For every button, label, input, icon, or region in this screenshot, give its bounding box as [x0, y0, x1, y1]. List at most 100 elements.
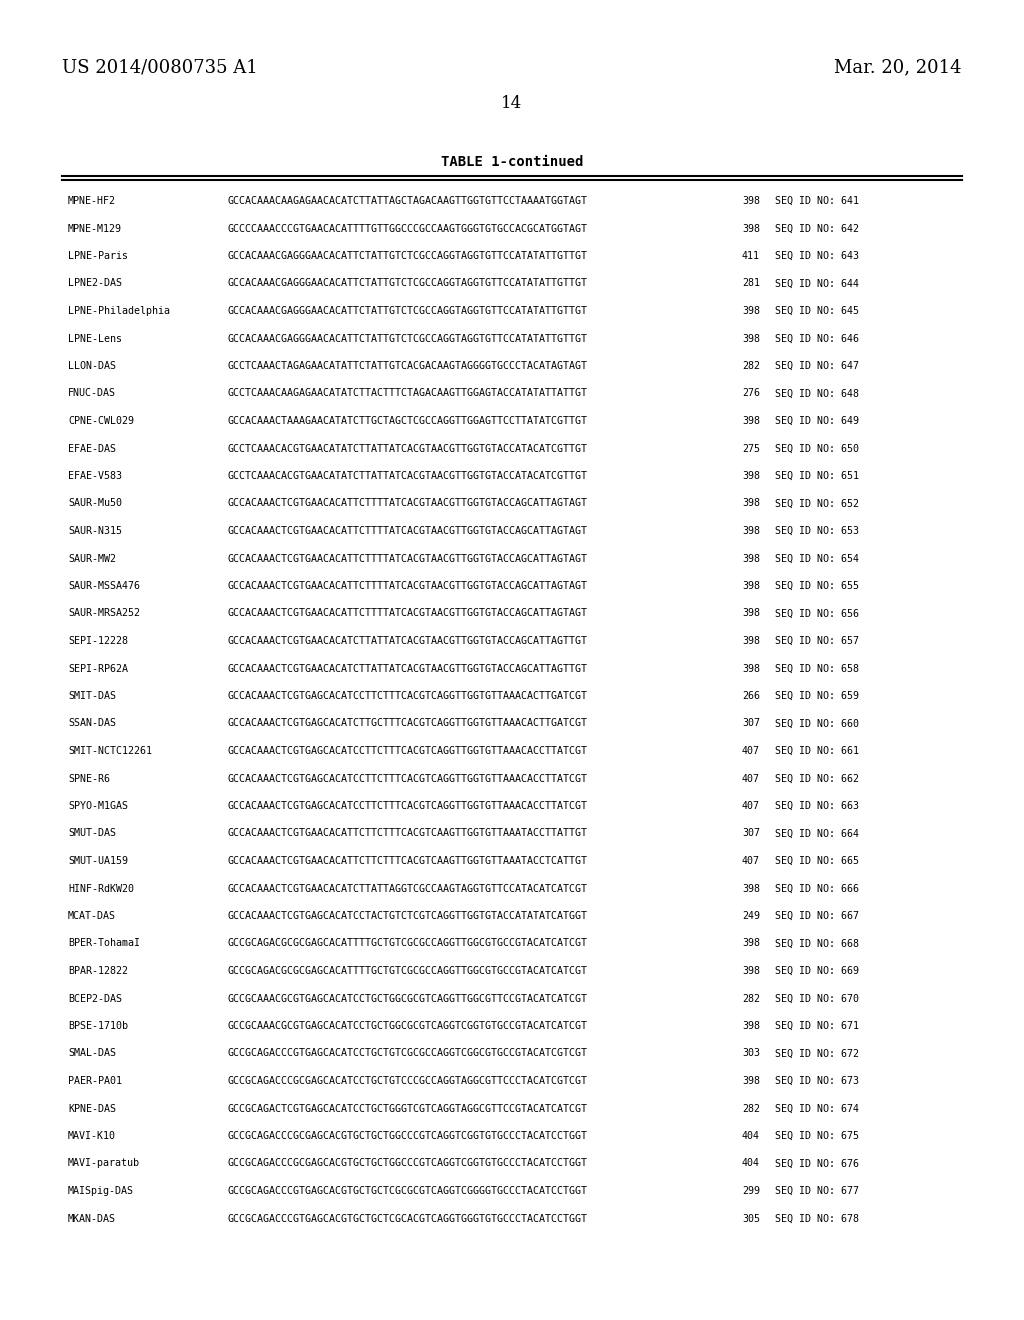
Text: SEQ ID NO: 659: SEQ ID NO: 659: [775, 690, 859, 701]
Text: LPNE-Lens: LPNE-Lens: [68, 334, 122, 343]
Text: GCCGCAGACCCGCGAGCACATCCTGCTGTCCCGCCAGGTAGGCGTTCCCTACATCGTCGT: GCCGCAGACCCGCGAGCACATCCTGCTGTCCCGCCAGGTA…: [228, 1076, 588, 1086]
Text: 307: 307: [742, 829, 760, 838]
Text: 398: 398: [742, 195, 760, 206]
Text: 398: 398: [742, 416, 760, 426]
Text: 404: 404: [742, 1159, 760, 1168]
Text: GCCACAAACTCGTGAACACATTCTTTTATCACGTAACGTTGGTGTACCAGCATTAGTAGT: GCCACAAACTCGTGAACACATTCTTTTATCACGTAACGTT…: [228, 499, 588, 508]
Text: GCCACAAACTCGTGAACACATTCTTTTATCACGTAACGTTGGTGTACCAGCATTAGTAGT: GCCACAAACTCGTGAACACATTCTTTTATCACGTAACGTT…: [228, 609, 588, 619]
Text: SAUR-MRSA252: SAUR-MRSA252: [68, 609, 140, 619]
Text: 398: 398: [742, 664, 760, 673]
Text: 305: 305: [742, 1213, 760, 1224]
Text: 398: 398: [742, 553, 760, 564]
Text: MPNE-HF2: MPNE-HF2: [68, 195, 116, 206]
Text: BPAR-12822: BPAR-12822: [68, 966, 128, 975]
Text: PAER-PA01: PAER-PA01: [68, 1076, 122, 1086]
Text: 249: 249: [742, 911, 760, 921]
Text: SEQ ID NO: 664: SEQ ID NO: 664: [775, 829, 859, 838]
Text: 281: 281: [742, 279, 760, 289]
Text: KPNE-DAS: KPNE-DAS: [68, 1104, 116, 1114]
Text: 307: 307: [742, 718, 760, 729]
Text: GCCTCAAACTAGAGAACATATTCTATTGTCACGACAAGTAGGGGTGCCCTACATAGTAGT: GCCTCAAACTAGAGAACATATTCTATTGTCACGACAAGTA…: [228, 360, 588, 371]
Text: GCCGCAGACCCGCGAGCACGTGCTGCTGGCCCGTCAGGTCGGTGTGCCCTACATCCTGGT: GCCGCAGACCCGCGAGCACGTGCTGCTGGCCCGTCAGGTC…: [228, 1159, 588, 1168]
Text: SEQ ID NO: 651: SEQ ID NO: 651: [775, 471, 859, 480]
Text: SEQ ID NO: 672: SEQ ID NO: 672: [775, 1048, 859, 1059]
Text: 398: 398: [742, 939, 760, 949]
Text: GCCACAAACGAGGGAACACATTCTATTGTCTCGCCAGGTAGGTGTTCCATATATTGTTGT: GCCACAAACGAGGGAACACATTCTATTGTCTCGCCAGGTA…: [228, 251, 588, 261]
Text: CPNE-CWL029: CPNE-CWL029: [68, 416, 134, 426]
Text: 275: 275: [742, 444, 760, 454]
Text: GCCACAAACTCGTGAGCACATCCTTCTTTCACGTCAGGTTGGTGTTAAACACTTGATCGT: GCCACAAACTCGTGAGCACATCCTTCTTTCACGTCAGGTT…: [228, 690, 588, 701]
Text: SEQ ID NO: 665: SEQ ID NO: 665: [775, 855, 859, 866]
Text: MPNE-M129: MPNE-M129: [68, 223, 122, 234]
Text: GCCACAAACTCGTGAGCACATCCTTCTTTCACGTCAGGTTGGTGTTAAACACCTTATCGT: GCCACAAACTCGTGAGCACATCCTTCTTTCACGTCAGGTT…: [228, 801, 588, 810]
Text: SEQ ID NO: 661: SEQ ID NO: 661: [775, 746, 859, 756]
Text: SPNE-R6: SPNE-R6: [68, 774, 110, 784]
Text: SSAN-DAS: SSAN-DAS: [68, 718, 116, 729]
Text: 398: 398: [742, 223, 760, 234]
Text: SEQ ID NO: 650: SEQ ID NO: 650: [775, 444, 859, 454]
Text: GCCACAAACTCGTGAACACATCTTATTATCACGTAACGTTGGTGTACCAGCATTAGTTGT: GCCACAAACTCGTGAACACATCTTATTATCACGTAACGTT…: [228, 636, 588, 645]
Text: BCEP2-DAS: BCEP2-DAS: [68, 994, 122, 1003]
Text: GCCTCAAACACGTGAACATATCTTATTATCACGTAACGTTGGTGTACCATACATCGTTGT: GCCTCAAACACGTGAACATATCTTATTATCACGTAACGTT…: [228, 471, 588, 480]
Text: SEQ ID NO: 666: SEQ ID NO: 666: [775, 883, 859, 894]
Text: 407: 407: [742, 855, 760, 866]
Text: GCCTCAAACACGTGAACATATCTTATTATCACGTAACGTTGGTGTACCATACATCGTTGT: GCCTCAAACACGTGAACATATCTTATTATCACGTAACGTT…: [228, 444, 588, 454]
Text: SMUT-UA159: SMUT-UA159: [68, 855, 128, 866]
Text: 398: 398: [742, 334, 760, 343]
Text: SEQ ID NO: 654: SEQ ID NO: 654: [775, 553, 859, 564]
Text: SEQ ID NO: 670: SEQ ID NO: 670: [775, 994, 859, 1003]
Text: 398: 398: [742, 609, 760, 619]
Text: GCCACAAACTCGTGAACACATTCTTTTATCACGTAACGTTGGTGTACCAGCATTAGTAGT: GCCACAAACTCGTGAACACATTCTTTTATCACGTAACGTT…: [228, 525, 588, 536]
Text: SEQ ID NO: 673: SEQ ID NO: 673: [775, 1076, 859, 1086]
Text: SAUR-N315: SAUR-N315: [68, 525, 122, 536]
Text: SEQ ID NO: 663: SEQ ID NO: 663: [775, 801, 859, 810]
Text: BPSE-1710b: BPSE-1710b: [68, 1020, 128, 1031]
Text: SEQ ID NO: 668: SEQ ID NO: 668: [775, 939, 859, 949]
Text: SEQ ID NO: 652: SEQ ID NO: 652: [775, 499, 859, 508]
Text: 407: 407: [742, 801, 760, 810]
Text: SEPI-12228: SEPI-12228: [68, 636, 128, 645]
Text: MAISpig-DAS: MAISpig-DAS: [68, 1185, 134, 1196]
Text: 398: 398: [742, 636, 760, 645]
Text: SEQ ID NO: 676: SEQ ID NO: 676: [775, 1159, 859, 1168]
Text: SEQ ID NO: 658: SEQ ID NO: 658: [775, 664, 859, 673]
Text: SEQ ID NO: 677: SEQ ID NO: 677: [775, 1185, 859, 1196]
Text: GCCACAAACTCGTGAGCACATCCTTCTTTCACGTCAGGTTGGTGTTAAACACCTTATCGT: GCCACAAACTCGTGAGCACATCCTTCTTTCACGTCAGGTT…: [228, 746, 588, 756]
Text: SEQ ID NO: 647: SEQ ID NO: 647: [775, 360, 859, 371]
Text: GCCACAAACTCGTGAACACATTCTTTTATCACGTAACGTTGGTGTACCAGCATTAGTAGT: GCCACAAACTCGTGAACACATTCTTTTATCACGTAACGTT…: [228, 581, 588, 591]
Text: 398: 398: [742, 883, 760, 894]
Text: GCCTCAAACAAGAGAACATATCTTACTTTCTAGACAAGTTGGAGTACCATATATTATTGT: GCCTCAAACAAGAGAACATATCTTACTTTCTAGACAAGTT…: [228, 388, 588, 399]
Text: SEQ ID NO: 653: SEQ ID NO: 653: [775, 525, 859, 536]
Text: GCCACAAACTCGTGAGCACATCCTTCTTTCACGTCAGGTTGGTGTTAAACACCTTATCGT: GCCACAAACTCGTGAGCACATCCTTCTTTCACGTCAGGTT…: [228, 774, 588, 784]
Text: SAUR-MSSA476: SAUR-MSSA476: [68, 581, 140, 591]
Text: 404: 404: [742, 1131, 760, 1140]
Text: GCCGCAAACGCGTGAGCACATCCTGCTGGCGCGTCAGGTTGGCGTTCCGTACATCATCGT: GCCGCAAACGCGTGAGCACATCCTGCTGGCGCGTCAGGTT…: [228, 994, 588, 1003]
Text: GCCACAAACAAGAGAACACATCTTATTAGCTAGACAAGTTGGTGTTCCTAAAATGGTAGT: GCCACAAACAAGAGAACACATCTTATTAGCTAGACAAGTT…: [228, 195, 588, 206]
Text: SEQ ID NO: 655: SEQ ID NO: 655: [775, 581, 859, 591]
Text: 266: 266: [742, 690, 760, 701]
Text: SEQ ID NO: 644: SEQ ID NO: 644: [775, 279, 859, 289]
Text: 407: 407: [742, 774, 760, 784]
Text: SEQ ID NO: 648: SEQ ID NO: 648: [775, 388, 859, 399]
Text: 398: 398: [742, 525, 760, 536]
Text: EFAE-DAS: EFAE-DAS: [68, 444, 116, 454]
Text: SEQ ID NO: 649: SEQ ID NO: 649: [775, 416, 859, 426]
Text: 14: 14: [502, 95, 522, 112]
Text: SEQ ID NO: 674: SEQ ID NO: 674: [775, 1104, 859, 1114]
Text: SMAL-DAS: SMAL-DAS: [68, 1048, 116, 1059]
Text: HINF-RdKW20: HINF-RdKW20: [68, 883, 134, 894]
Text: 282: 282: [742, 360, 760, 371]
Text: LLON-DAS: LLON-DAS: [68, 360, 116, 371]
Text: GCCACAAACTCGTGAACACATTCTTTTATCACGTAACGTTGGTGTACCAGCATTAGTAGT: GCCACAAACTCGTGAACACATTCTTTTATCACGTAACGTT…: [228, 553, 588, 564]
Text: SAUR-Mu50: SAUR-Mu50: [68, 499, 122, 508]
Text: GCCGCAGACCCGTGAGCACATCCTGCTGTCGCGCCAGGTCGGCGTGCCGTACATCGTCGT: GCCGCAGACCCGTGAGCACATCCTGCTGTCGCGCCAGGTC…: [228, 1048, 588, 1059]
Text: FNUC-DAS: FNUC-DAS: [68, 388, 116, 399]
Text: GCCACAAACTCGTGAACACATTCTTCTTTCACGTCAAGTTGGTGTTAAATACCTTATTGT: GCCACAAACTCGTGAACACATTCTTCTTTCACGTCAAGTT…: [228, 829, 588, 838]
Text: SEQ ID NO: 645: SEQ ID NO: 645: [775, 306, 859, 315]
Text: SMUT-DAS: SMUT-DAS: [68, 829, 116, 838]
Text: SEQ ID NO: 667: SEQ ID NO: 667: [775, 911, 859, 921]
Text: 398: 398: [742, 581, 760, 591]
Text: TABLE 1-continued: TABLE 1-continued: [440, 154, 584, 169]
Text: EFAE-V583: EFAE-V583: [68, 471, 122, 480]
Text: 282: 282: [742, 1104, 760, 1114]
